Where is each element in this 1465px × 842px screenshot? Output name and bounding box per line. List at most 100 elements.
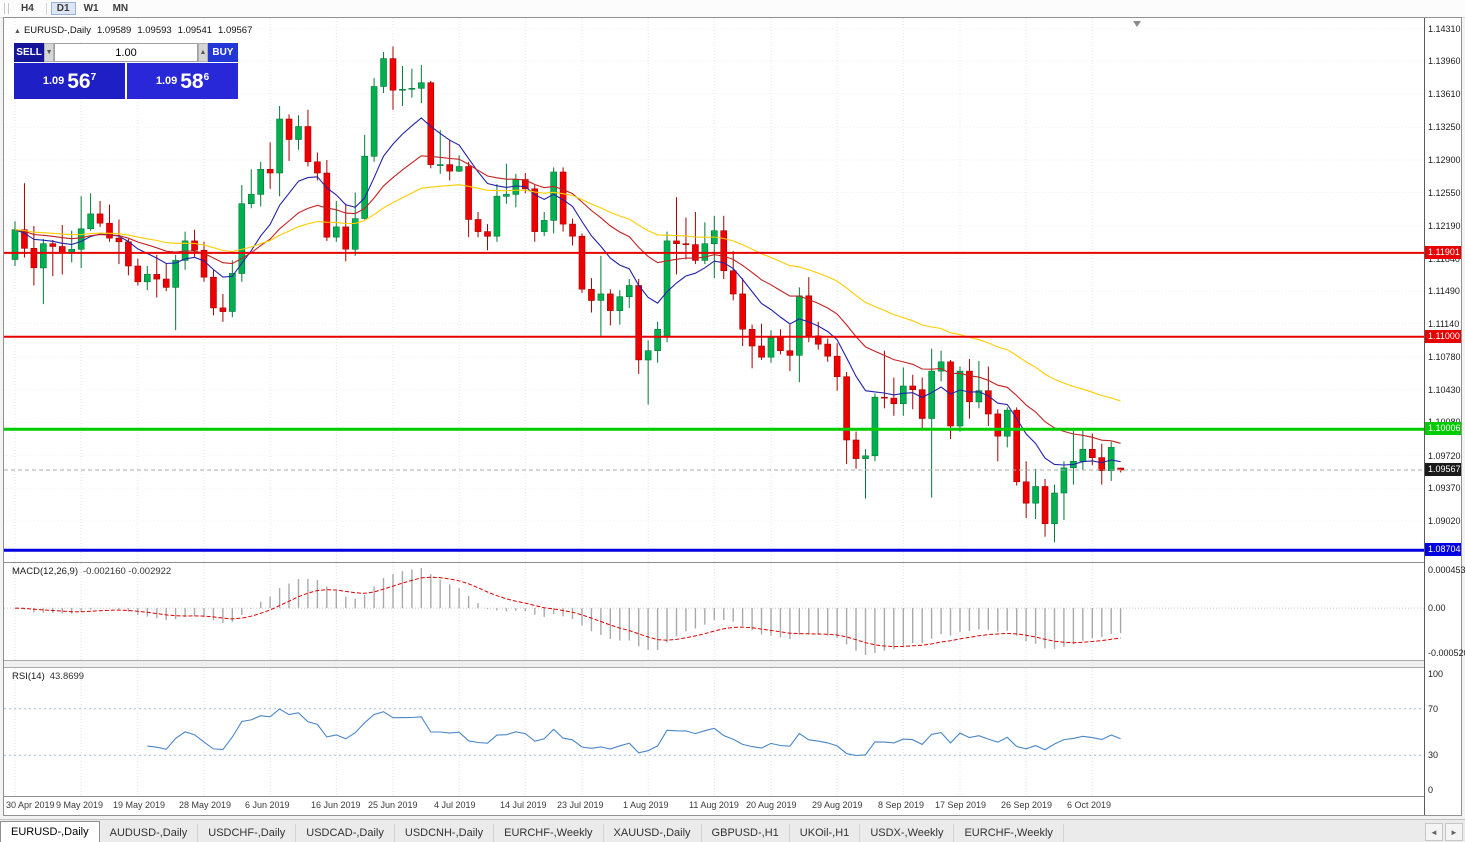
volume-decrease-button[interactable]: ▼	[44, 43, 54, 62]
date-axis-label: 6 Oct 2019	[1067, 800, 1112, 810]
rsi-panel[interactable]	[4, 668, 1424, 796]
high-value: 1.09593	[137, 25, 172, 36]
candlestick-chart[interactable]	[4, 18, 1424, 562]
timeframe-button-w1[interactable]: W1	[83, 3, 99, 14]
price-axis-label: 1.09720	[1428, 451, 1461, 461]
macd-axis-zero: 0.00	[1428, 603, 1446, 613]
date-axis-label: 19 May 2019	[113, 800, 166, 810]
date-axis-label: 1 Aug 2019	[623, 800, 669, 810]
rsi-axis-label: 0	[1428, 785, 1434, 795]
timeframe-toolbar: H4 D1 W1 MN	[0, 0, 1465, 18]
toolbar-grip[interactable]	[4, 3, 9, 14]
chart-tab-eurchf-weekly[interactable]: EURCHF-,Weekly	[494, 824, 604, 842]
candle-body	[247, 194, 255, 204]
rsi-axis-label: 30	[1428, 750, 1439, 760]
price-axis-label: 1.10430	[1428, 385, 1461, 395]
buy-price-big: 58	[180, 69, 204, 93]
macd-label: MACD(12,26,9) -0.002160 -0.002922	[12, 566, 172, 577]
date-axis-label: 16 Jun 2019	[311, 800, 361, 810]
candle-body	[966, 370, 973, 403]
date-axis-label: 11 Aug 2019	[689, 800, 739, 810]
candle-body	[342, 226, 350, 250]
chart-tab-ukoil-h1[interactable]: UKOil-,H1	[790, 824, 861, 842]
candle-body	[862, 455, 869, 459]
candle-body	[465, 166, 472, 220]
sell-price[interactable]: 1.09 56 7	[14, 63, 125, 99]
candle-body	[77, 228, 85, 250]
candle-body	[314, 161, 321, 174]
candle-body	[569, 223, 576, 237]
timeframe-button-h4[interactable]: H4	[21, 3, 34, 14]
candle-body	[786, 350, 794, 356]
chart-tab-eurchf-weekly[interactable]: EURCHF-,Weekly	[954, 824, 1064, 842]
sell-price-sup: 7	[90, 71, 97, 83]
candle-body	[852, 439, 860, 459]
candle-body	[956, 370, 964, 427]
candle-body	[380, 58, 387, 87]
candle-body	[332, 226, 340, 238]
tab-scroll-right-icon[interactable]: ►	[1445, 823, 1463, 841]
rsi-label: RSI(14) 43.8699	[12, 671, 85, 682]
candle-body	[96, 213, 104, 224]
buy-price-prefix: 1.09	[155, 75, 178, 87]
moving-average-line	[14, 184, 1121, 402]
candle-body	[729, 270, 737, 295]
price-axis[interactable]: 1.14310 1.13960 1.13610 1.13250 1.12900 1.125…	[1424, 18, 1465, 815]
macd-signal-line	[14, 576, 1121, 648]
candle-body	[1098, 457, 1106, 471]
buy-price[interactable]: 1.09 58 6	[127, 63, 238, 99]
chart-tab-gbpusd-h1[interactable]: GBPUSD-,H1	[702, 824, 790, 842]
candle-body	[276, 118, 283, 174]
price-axis-label: 1.11140	[1428, 319, 1460, 329]
chart-tab-eurusd-daily[interactable]: EURUSD-,Daily	[0, 821, 100, 842]
macd-panel[interactable]	[4, 563, 1424, 660]
pane-splitter[interactable]	[4, 660, 1461, 668]
volume-increase-button[interactable]: ▲	[198, 43, 208, 62]
chart-tab-usdx-weekly[interactable]: USDX-,Weekly	[860, 824, 955, 842]
candle-body	[40, 243, 47, 269]
tab-scroll-left-icon[interactable]: ◄	[1425, 823, 1443, 841]
chart-tab-usdchf-daily[interactable]: USDCHF-,Daily	[198, 824, 297, 842]
date-axis-label: 23 Jul 2019	[557, 800, 604, 810]
timeframe-button-mn[interactable]: MN	[112, 3, 129, 14]
low-value: 1.09541	[177, 25, 213, 36]
candle-body	[172, 260, 179, 288]
chart-tab-xauusd-daily[interactable]: XAUUSD-,Daily	[604, 824, 702, 842]
chart-shift-marker[interactable]	[1133, 21, 1141, 27]
sell-price-prefix: 1.09	[42, 75, 65, 87]
chart-window: ▲ EURUSD-,Daily 1.09589 1.09593 1.09541 1.095…	[3, 17, 1465, 816]
sell-button[interactable]: SELL	[14, 43, 45, 62]
price-axis-label: 1.12900	[1428, 155, 1461, 165]
buy-button[interactable]: BUY	[207, 43, 238, 62]
ohlc-readout: ▲ EURUSD-,Daily 1.09589 1.09593 1.09541 1.095…	[14, 25, 252, 36]
candle-body	[824, 343, 832, 357]
candle-body	[1003, 409, 1011, 437]
candle-body	[521, 179, 529, 190]
volume-input[interactable]	[54, 43, 198, 62]
chart-tab-audusd-daily[interactable]: AUDUSD-,Daily	[100, 824, 199, 842]
candle-body	[720, 230, 728, 271]
candle-body	[739, 293, 746, 330]
candle-body	[134, 265, 142, 283]
price-tag-level: 1.08704	[1425, 543, 1461, 556]
panel-toggle-icon[interactable]: ▲	[14, 28, 21, 35]
candle-body	[408, 88, 416, 90]
candle-body	[1079, 448, 1087, 462]
candle-body	[607, 293, 614, 311]
price-axis-label: 1.14310	[1428, 24, 1461, 34]
candle-body	[370, 86, 378, 157]
candle-body	[266, 169, 274, 174]
chart-tab-usdcnh-daily[interactable]: USDCNH-,Daily	[395, 824, 495, 842]
candle-body	[1032, 486, 1039, 504]
candle-body	[30, 248, 38, 269]
candle-body	[162, 278, 170, 288]
candle-body	[975, 390, 983, 403]
date-axis[interactable]: 30 Apr 2019 9 May 2019 19 May 2019 28 May 2…	[4, 797, 1424, 815]
chart-tab-usdcad-daily[interactable]: USDCAD-,Daily	[296, 824, 395, 842]
timeframe-button-d1[interactable]: D1	[50, 2, 76, 15]
sell-price-big: 56	[67, 69, 91, 93]
price-tag-level: 1.11000	[1425, 330, 1461, 343]
rsi-axis-label: 70	[1428, 704, 1439, 714]
candle-body	[985, 390, 992, 415]
